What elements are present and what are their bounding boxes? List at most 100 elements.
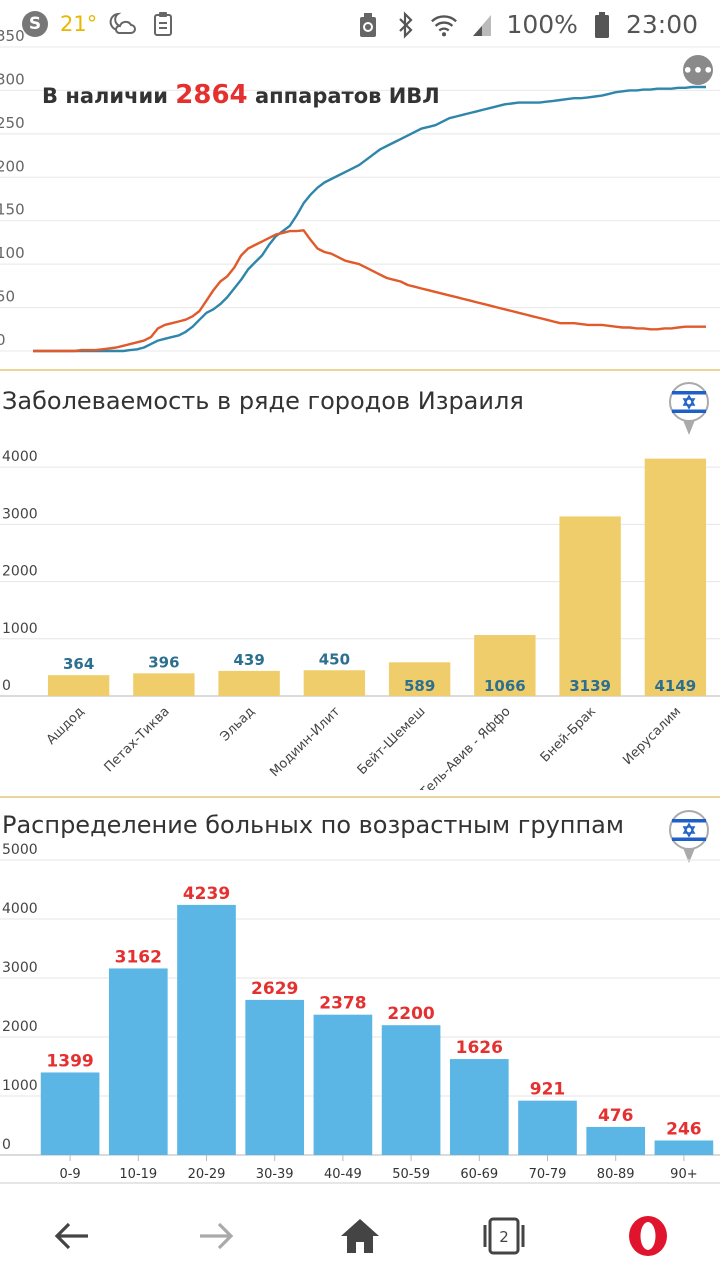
tabs-button[interactable]: 2 bbox=[476, 1208, 532, 1264]
bar-1 bbox=[47, 675, 110, 696]
data-label: 4149 bbox=[655, 677, 697, 695]
signal-icon bbox=[468, 11, 496, 39]
bar-3 bbox=[218, 670, 280, 696]
home-button[interactable] bbox=[332, 1208, 388, 1264]
data-label: 1626 bbox=[456, 1038, 503, 1058]
y-tick-label: 3000 bbox=[2, 960, 38, 976]
data-label: 2378 bbox=[319, 994, 366, 1014]
y-tick-label: 4000 bbox=[2, 901, 38, 917]
panel-divider bbox=[0, 369, 720, 371]
status-bar: S 21° 100% 23:00 bbox=[0, 0, 720, 50]
bar-8 bbox=[518, 1100, 577, 1155]
opera-menu-button[interactable] bbox=[620, 1208, 676, 1264]
category-label: 0-9 bbox=[59, 1167, 80, 1180]
bar-6 bbox=[474, 635, 536, 696]
tab-count: 2 bbox=[499, 1228, 509, 1246]
category-label: Эльад bbox=[218, 704, 258, 744]
data-label: 1066 bbox=[484, 677, 526, 695]
y-tick-label: 5000 bbox=[2, 842, 38, 858]
category-label: 70-79 bbox=[529, 1167, 567, 1180]
cities-chart-title: Заболеваемость в ряде городов Израиля bbox=[2, 387, 524, 415]
data-label: 921 bbox=[530, 1080, 566, 1100]
y-tick-label: 2000 bbox=[2, 564, 38, 580]
clipboard-icon bbox=[149, 10, 177, 38]
tabs-icon: 2 bbox=[483, 1217, 525, 1255]
category-label: Модиин-Илит bbox=[267, 704, 343, 780]
category-label: Бейт-Шемеш bbox=[355, 704, 429, 778]
forward-arrow-icon bbox=[200, 1222, 234, 1250]
category-label: 60-69 bbox=[460, 1167, 498, 1180]
data-label: 2200 bbox=[387, 1004, 434, 1024]
data-label: 476 bbox=[598, 1106, 634, 1126]
bar-3 bbox=[177, 904, 236, 1155]
bar-2 bbox=[133, 673, 195, 696]
ventilators-count: 2864 bbox=[175, 80, 248, 110]
weather-night-cloud-icon bbox=[109, 10, 137, 38]
back-button[interactable] bbox=[44, 1208, 100, 1264]
ventilators-label-prefix: В наличии bbox=[42, 84, 168, 108]
data-label: 3139 bbox=[569, 677, 611, 695]
bar-7 bbox=[449, 1059, 509, 1155]
opera-icon bbox=[629, 1216, 667, 1256]
y-tick-label: 300 bbox=[0, 70, 25, 88]
battery-percent-text: 100% bbox=[506, 10, 578, 39]
israel-flag-pin-icon[interactable] bbox=[669, 810, 709, 864]
forward-button[interactable] bbox=[188, 1208, 244, 1264]
data-label: 2629 bbox=[251, 979, 298, 999]
y-tick-label: 150 bbox=[0, 201, 25, 219]
bar-5 bbox=[388, 662, 451, 696]
category-label: Бней-Брак bbox=[538, 704, 599, 765]
panel-divider bbox=[0, 796, 720, 798]
category-label: 40-49 bbox=[324, 1167, 362, 1180]
y-tick-label: 1000 bbox=[2, 621, 38, 637]
data-label: 439 bbox=[233, 651, 264, 669]
ages-bar-chart: 0 1000 2000 3000 4000 5000 1399 0-9 3162 10-19 423… bbox=[0, 842, 720, 1180]
bar-7 bbox=[559, 516, 621, 696]
panel-divider bbox=[0, 1182, 720, 1184]
bar-10 bbox=[654, 1140, 714, 1155]
category-label: Тель-Авив - Яффо bbox=[417, 704, 514, 790]
category-label: 90+ bbox=[670, 1167, 697, 1180]
back-arrow-icon bbox=[54, 1222, 88, 1250]
data-label: 364 bbox=[63, 655, 94, 673]
more-options-button[interactable]: ••• bbox=[683, 55, 713, 85]
bar-2 bbox=[108, 968, 168, 1155]
data-label: 396 bbox=[148, 653, 179, 671]
ages-chart-title: Распределение больных по возрастным груп… bbox=[2, 811, 624, 839]
bar-5 bbox=[313, 1014, 373, 1155]
bar-6 bbox=[381, 1025, 441, 1155]
data-label: 3162 bbox=[115, 947, 162, 967]
battery-icon bbox=[588, 11, 616, 39]
category-label: Ашдод bbox=[44, 704, 88, 748]
home-icon bbox=[341, 1219, 379, 1253]
y-tick-label: 350 bbox=[0, 27, 25, 45]
y-tick-label: 1000 bbox=[2, 1078, 38, 1094]
y-tick-label: 0 bbox=[2, 1137, 11, 1153]
israel-flag-pin-icon[interactable] bbox=[669, 382, 709, 436]
y-tick-label: 100 bbox=[0, 244, 25, 262]
bar-4 bbox=[245, 999, 305, 1155]
y-tick-label: 250 bbox=[0, 114, 25, 132]
bar-8 bbox=[644, 458, 707, 696]
skype-icon: S bbox=[22, 11, 48, 37]
y-tick-label: 200 bbox=[0, 157, 25, 175]
bluetooth-icon bbox=[392, 11, 420, 39]
data-label: 1399 bbox=[46, 1051, 93, 1071]
data-label: 246 bbox=[666, 1119, 702, 1139]
cities-bar-chart: 0 1000 2000 3000 4000 364 Ашдод 396 Петах-Тиква 4… bbox=[0, 449, 720, 790]
wifi-icon bbox=[430, 11, 458, 39]
ventilators-label-suffix: аппаратов ИВЛ bbox=[254, 84, 440, 108]
browser-nav-bar: 2 bbox=[0, 1190, 720, 1280]
bar-9 bbox=[586, 1126, 646, 1155]
series-line-2 bbox=[33, 229, 706, 353]
data-label: 589 bbox=[404, 677, 435, 695]
category-label: 20-29 bbox=[188, 1167, 226, 1180]
series-line-1 bbox=[33, 85, 706, 353]
y-tick-label: 3000 bbox=[2, 506, 38, 522]
bar-1 bbox=[40, 1072, 100, 1155]
y-tick-label: 4000 bbox=[2, 449, 38, 465]
clock-text: 23:00 bbox=[625, 10, 698, 39]
data-label: 450 bbox=[319, 650, 350, 668]
ventilators-line-chart: 0 50 100 150 200 250 300 350 bbox=[0, 27, 720, 353]
y-tick-label: 0 bbox=[2, 678, 11, 694]
